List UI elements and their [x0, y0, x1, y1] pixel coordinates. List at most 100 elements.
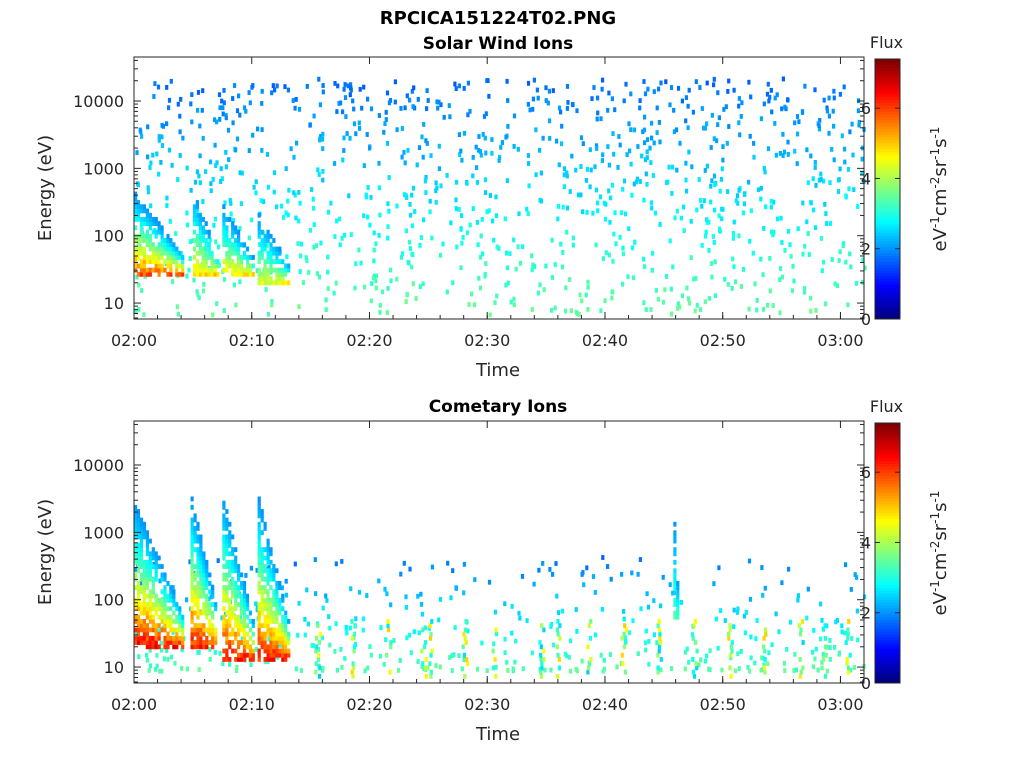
- heatmap-cell: [193, 602, 197, 607]
- heatmap-cell: [275, 597, 279, 603]
- heatmap-cell: [272, 648, 276, 654]
- heatmap-cell: [678, 140, 682, 146]
- heatmap-cell: [460, 666, 464, 672]
- heatmap-cell: [272, 572, 276, 578]
- heatmap-cell: [643, 114, 647, 120]
- heatmap-cell: [365, 593, 369, 598]
- heatmap-cell: [272, 610, 276, 616]
- heatmap-cell: [169, 250, 173, 256]
- heatmap-cell: [814, 646, 818, 652]
- heatmap-cell: [210, 250, 214, 256]
- heatmap-cell: [445, 289, 449, 295]
- heatmap-cell: [297, 106, 302, 112]
- heatmap-cell: [623, 669, 627, 675]
- heatmap-cell: [282, 215, 286, 220]
- heatmap-cell: [559, 141, 564, 147]
- heatmap-cell: [687, 659, 691, 665]
- heatmap-cell: [352, 648, 356, 654]
- heatmap-cell: [488, 312, 492, 318]
- heatmap-cell: [225, 259, 229, 265]
- heatmap-cell: [374, 285, 378, 291]
- heatmap-cell: [281, 606, 285, 612]
- heatmap-cell: [420, 134, 424, 140]
- heatmap-cell: [211, 614, 215, 620]
- heatmap-cell: [225, 542, 229, 548]
- heatmap-cell: [169, 635, 173, 641]
- heatmap-cell: [160, 619, 164, 624]
- heatmap-cell: [608, 219, 612, 225]
- heatmap-cell: [565, 84, 570, 89]
- heatmap-cell: [260, 564, 264, 569]
- heatmap-cell: [710, 274, 714, 280]
- heatmap-cell: [369, 195, 373, 200]
- heatmap-cell: [269, 576, 273, 582]
- heatmap-cell: [145, 614, 149, 620]
- heatmap-cell: [175, 614, 179, 620]
- heatmap-cell: [411, 281, 415, 287]
- heatmap-cell: [140, 134, 144, 139]
- heatmap-cell: [792, 668, 796, 673]
- heatmap-cell: [278, 597, 282, 603]
- heatmap-cell: [726, 189, 730, 195]
- heatmap-cell: [692, 276, 696, 282]
- heatmap-cell: [542, 627, 546, 633]
- heatmap-cell: [234, 564, 238, 569]
- heatmap-cell: [350, 619, 354, 624]
- heatmap-cell: [240, 593, 244, 599]
- heatmap-cells-solar-wind: [134, 76, 867, 318]
- heatmap-cell: [228, 521, 232, 527]
- colorbar-unit-label: eV-1cm-2sr-1s-1: [928, 491, 951, 616]
- heatmap-cell: [272, 238, 276, 243]
- heatmap-cell: [766, 661, 770, 667]
- heatmap-cell: [231, 589, 235, 595]
- heatmap-cell: [146, 154, 150, 160]
- heatmap-cell: [771, 303, 775, 308]
- heatmap-cell: [205, 572, 209, 578]
- heatmap-cell: [540, 623, 544, 629]
- heatmap-cell: [263, 635, 267, 641]
- heatmap-cell: [146, 124, 150, 130]
- heatmap-cell: [497, 158, 501, 163]
- heatmap-cell: [201, 263, 205, 269]
- heatmap-cell: [181, 614, 185, 620]
- heatmap-cell: [193, 564, 197, 569]
- heatmap-cell: [205, 559, 209, 565]
- heatmap-cell: [405, 93, 409, 99]
- heatmap-cell: [503, 601, 507, 607]
- heatmap-cell: [377, 233, 381, 238]
- heatmap-cell: [448, 655, 452, 660]
- heatmap-cell: [234, 623, 238, 629]
- heatmap-cell: [142, 221, 146, 227]
- heatmap-cell: [248, 255, 252, 260]
- heatmap-cell: [257, 585, 261, 591]
- heatmap-cell: [470, 291, 474, 297]
- heatmap-cell: [327, 614, 331, 620]
- heatmap-cell: [148, 267, 152, 273]
- heatmap-cell: [205, 635, 209, 641]
- heatmap-cell: [649, 200, 653, 206]
- heatmap-cell: [222, 217, 226, 222]
- heatmap-cell: [275, 610, 279, 616]
- heatmap-cell: [266, 593, 270, 599]
- heatmap-cell: [539, 656, 543, 662]
- heatmap-cell: [154, 644, 158, 650]
- heatmap-cell: [321, 146, 325, 152]
- heatmap-cell: [166, 271, 170, 277]
- heatmap-cell: [559, 109, 563, 115]
- heatmap-cell: [202, 623, 206, 629]
- heatmap-cell: [623, 635, 628, 641]
- heatmap-cell: [801, 200, 805, 206]
- heatmap-cell: [301, 280, 305, 285]
- heatmap-cell: [192, 238, 197, 243]
- heatmap-cell: [494, 673, 498, 679]
- heatmap-cell: [659, 640, 663, 645]
- heatmap-cell: [136, 204, 141, 210]
- heatmap-cell: [705, 80, 709, 86]
- heatmap-cell: [225, 648, 229, 654]
- heatmap-cell: [257, 509, 261, 514]
- heatmap-cell: [281, 631, 285, 637]
- heatmap-cell: [240, 271, 244, 277]
- heatmap-cell: [612, 151, 616, 157]
- heatmap-cell: [658, 222, 662, 227]
- heatmap-cell: [154, 229, 158, 235]
